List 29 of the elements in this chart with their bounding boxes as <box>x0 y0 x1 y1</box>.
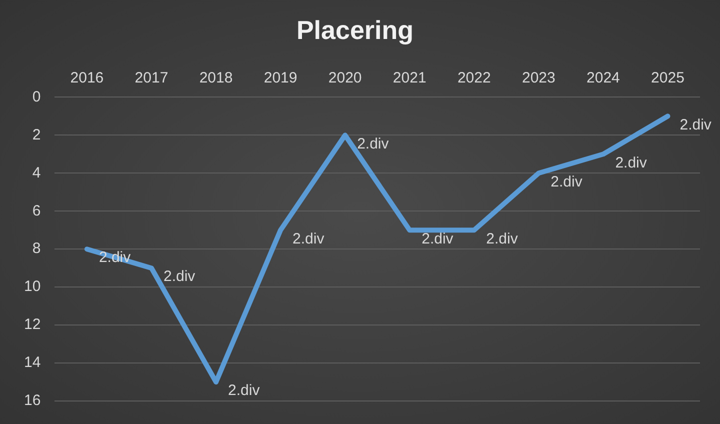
annotation: 2.div <box>422 230 454 248</box>
x-tick-label: 2019 <box>264 69 298 86</box>
y-tick-label: 8 <box>32 240 41 258</box>
x-tick-label: 2016 <box>70 69 104 86</box>
x-tick-label: 2024 <box>586 69 620 86</box>
y-tick-label: 12 <box>24 316 41 334</box>
y-tick-label: 2 <box>32 126 41 144</box>
chart-title: Placering <box>296 14 414 45</box>
annotation: 2.div <box>292 230 325 248</box>
annotation: 2.div <box>357 135 390 152</box>
annotation: 2.div <box>228 382 260 400</box>
annotation: 2.div <box>486 230 518 248</box>
annotation: 2.div <box>163 268 196 286</box>
x-tick-label: 2022 <box>457 69 491 86</box>
x-tick-label: 2020 <box>328 69 362 86</box>
x-tick-label: 2017 <box>134 69 168 86</box>
y-tick-label: 0 <box>32 88 41 106</box>
annotation: 2.div <box>615 154 648 172</box>
y-tick-label: 4 <box>32 164 41 182</box>
x-tick-label: 2018 <box>199 69 233 86</box>
annotation: 2.div <box>680 116 712 134</box>
y-tick-label: 6 <box>32 202 41 220</box>
x-tick-label: 2023 <box>522 69 556 86</box>
y-tick-label: 14 <box>24 354 41 372</box>
y-tick-label: 16 <box>24 392 41 410</box>
x-tick-label: 2021 <box>392 69 426 86</box>
y-tick-label: 10 <box>24 278 41 296</box>
x-tick-label: 2025 <box>651 69 684 86</box>
annotation: 2.div <box>550 173 583 190</box>
